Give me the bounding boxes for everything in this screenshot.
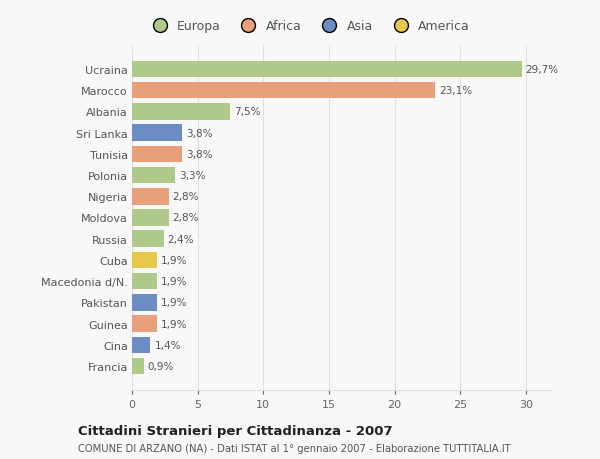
Text: 2,8%: 2,8% <box>173 213 199 223</box>
Bar <box>132 146 182 163</box>
Bar <box>132 168 175 184</box>
Text: 23,1%: 23,1% <box>439 86 472 96</box>
Bar <box>132 231 163 247</box>
Legend: Europa, Africa, Asia, America: Europa, Africa, Asia, America <box>145 18 472 36</box>
Text: 2,4%: 2,4% <box>167 234 194 244</box>
Bar <box>132 337 151 353</box>
Text: Cittadini Stranieri per Cittadinanza - 2007: Cittadini Stranieri per Cittadinanza - 2… <box>78 424 392 437</box>
Text: COMUNE DI ARZANO (NA) - Dati ISTAT al 1° gennaio 2007 - Elaborazione TUTTITALIA.: COMUNE DI ARZANO (NA) - Dati ISTAT al 1°… <box>78 443 511 453</box>
Text: 7,5%: 7,5% <box>235 107 261 117</box>
Text: 1,4%: 1,4% <box>154 340 181 350</box>
Text: 3,3%: 3,3% <box>179 171 206 181</box>
Text: 3,8%: 3,8% <box>186 129 212 138</box>
Bar <box>132 210 169 226</box>
Bar <box>132 273 157 290</box>
Text: 0,9%: 0,9% <box>148 361 174 371</box>
Text: 1,9%: 1,9% <box>161 255 187 265</box>
Text: 1,9%: 1,9% <box>161 319 187 329</box>
Text: 29,7%: 29,7% <box>526 65 559 75</box>
Bar <box>132 83 435 99</box>
Bar <box>132 189 169 205</box>
Bar <box>132 316 157 332</box>
Bar <box>132 252 157 269</box>
Text: 3,8%: 3,8% <box>186 150 212 159</box>
Text: 1,9%: 1,9% <box>161 277 187 286</box>
Bar <box>132 295 157 311</box>
Text: 2,8%: 2,8% <box>173 192 199 202</box>
Bar <box>132 125 182 141</box>
Text: 1,9%: 1,9% <box>161 298 187 308</box>
Bar <box>132 358 144 375</box>
Bar <box>132 62 522 78</box>
Bar <box>132 104 230 120</box>
